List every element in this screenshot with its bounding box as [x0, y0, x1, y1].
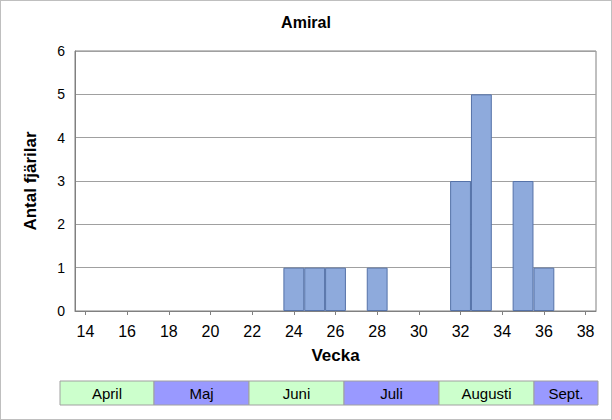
- svg-text:Amiral: Amiral: [281, 14, 331, 31]
- svg-text:34: 34: [493, 323, 511, 340]
- svg-text:22: 22: [243, 323, 261, 340]
- svg-text:1: 1: [57, 260, 65, 276]
- svg-text:Antal fjärilar: Antal fjärilar: [21, 131, 40, 231]
- svg-text:4: 4: [57, 130, 65, 146]
- svg-text:Augusti: Augusti: [461, 385, 511, 402]
- svg-text:6: 6: [57, 43, 65, 59]
- svg-text:3: 3: [57, 173, 65, 189]
- svg-text:Juli: Juli: [380, 385, 403, 402]
- svg-text:0: 0: [57, 303, 65, 319]
- svg-text:14: 14: [77, 323, 95, 340]
- svg-text:Vecka: Vecka: [311, 346, 360, 365]
- svg-text:28: 28: [368, 323, 386, 340]
- svg-text:Sept.: Sept.: [548, 385, 583, 402]
- svg-text:April: April: [92, 385, 122, 402]
- svg-text:20: 20: [202, 323, 220, 340]
- svg-text:Maj: Maj: [189, 385, 213, 402]
- svg-text:Juni: Juni: [283, 385, 311, 402]
- svg-text:26: 26: [327, 323, 345, 340]
- svg-text:30: 30: [410, 323, 428, 340]
- svg-text:2: 2: [57, 216, 65, 232]
- svg-text:16: 16: [118, 323, 136, 340]
- svg-text:5: 5: [57, 86, 65, 102]
- svg-text:32: 32: [452, 323, 470, 340]
- svg-text:36: 36: [535, 323, 553, 340]
- svg-text:24: 24: [285, 323, 303, 340]
- svg-text:18: 18: [160, 323, 178, 340]
- svg-text:38: 38: [577, 323, 595, 340]
